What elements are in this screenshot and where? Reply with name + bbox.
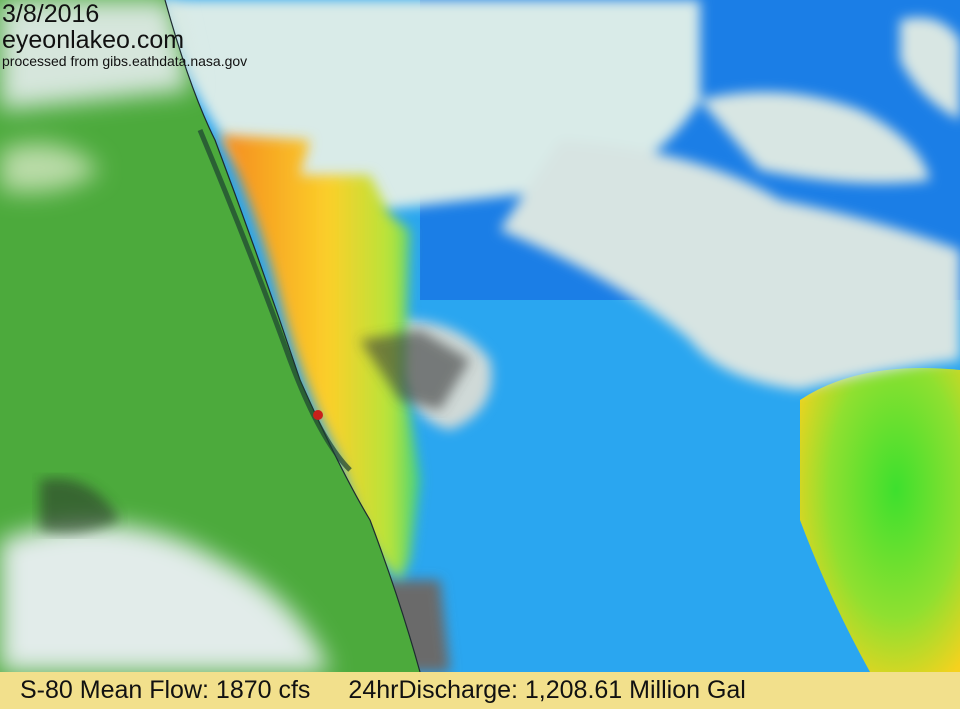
site-label: eyeonlakeo.com [2, 26, 185, 54]
discharge-plume [220, 135, 420, 580]
mean-flow-label: S-80 Mean Flow: 1870 cfs [20, 676, 311, 704]
outlet-marker [313, 410, 323, 420]
bloom-offshore [800, 368, 960, 672]
footer-bar: S-80 Mean Flow: 1870 cfs 24hrDischarge: … [0, 672, 960, 709]
caption-overlay: 3/8/2016 eyeonlakeo.com processed from g… [2, 0, 248, 69]
coastline [164, 0, 421, 672]
discharge-label: 24hrDischarge: 1,208.61 Million Gal [348, 676, 746, 704]
date-label: 3/8/2016 [2, 0, 100, 28]
satellite-map [0, 0, 960, 672]
source-label: processed from gibs.eathdata.nasa.gov [2, 53, 248, 69]
